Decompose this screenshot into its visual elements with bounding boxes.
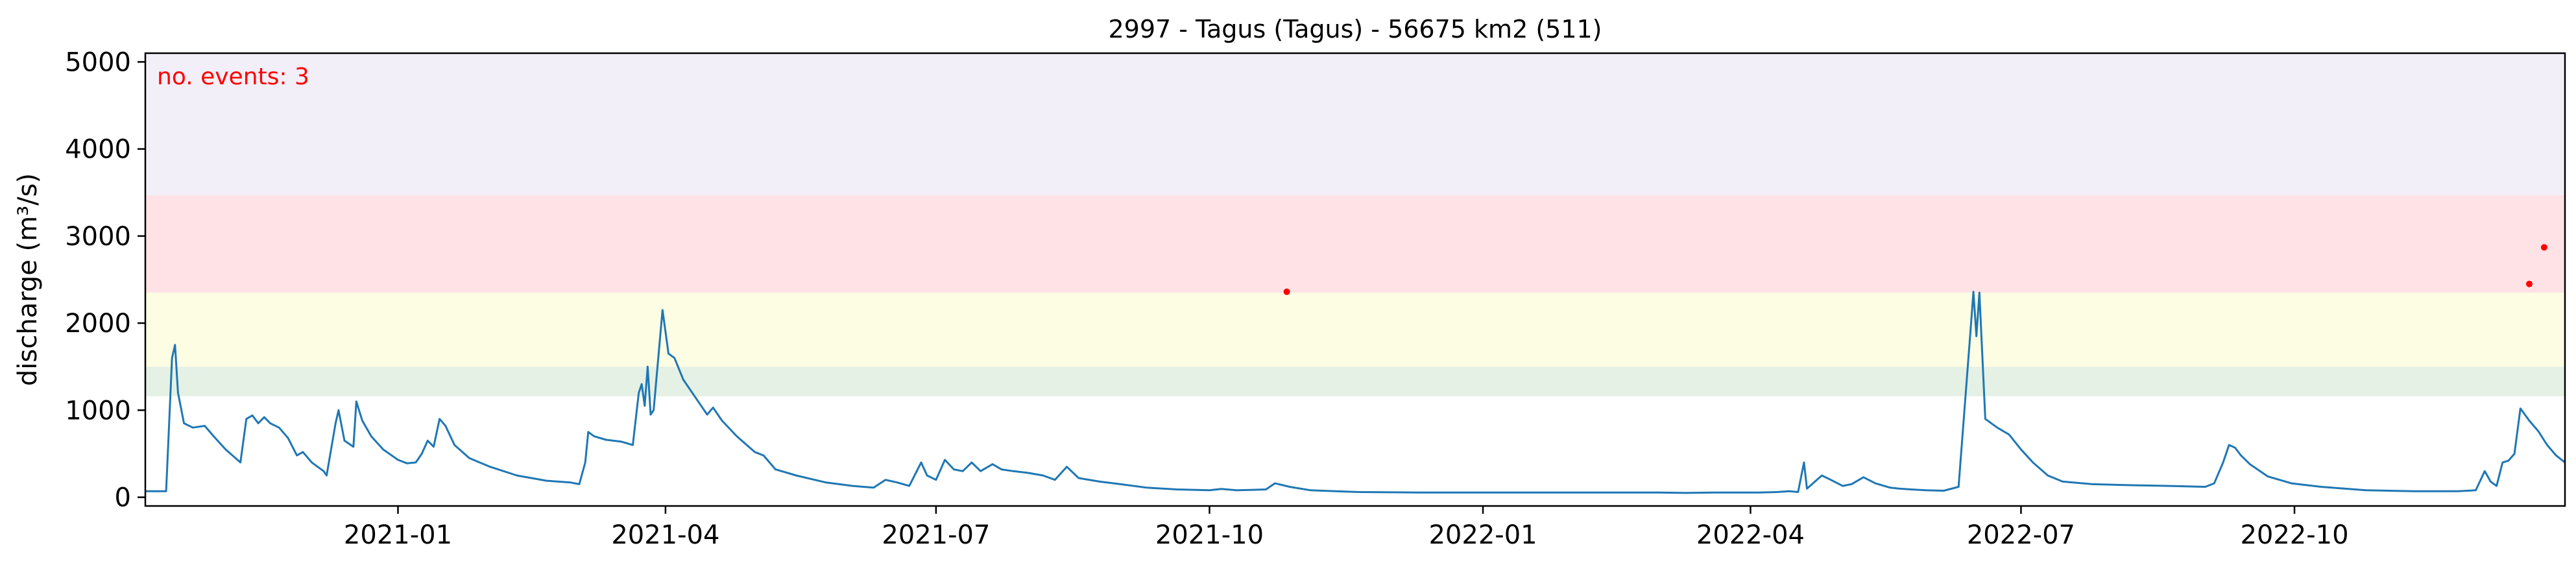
x-tick-label: 2021-10: [1155, 520, 1264, 550]
x-tick-label: 2022-10: [2240, 520, 2348, 550]
x-tick-label: 2022-04: [1696, 520, 1805, 550]
threshold-band-1: [145, 293, 2565, 367]
plot-frame: [144, 52, 2566, 507]
y-tick-label: 2000: [65, 309, 131, 339]
y-tick-label: 4000: [65, 135, 131, 165]
y-axis-label: discharge (m³/s): [13, 173, 43, 386]
event-markers: [1283, 244, 2547, 295]
threshold-band-2: [145, 195, 2565, 293]
x-tick-label: 2021-04: [611, 520, 719, 550]
y-tick-label: 0: [115, 483, 131, 513]
threshold-band-0: [145, 367, 2565, 396]
discharge-line: [145, 291, 2566, 494]
x-tick-label: 2022-01: [1428, 520, 1537, 550]
y-tick-label: 1000: [65, 396, 131, 426]
chart-title: 2997 - Tagus (Tagus) - 56675 km2 (511): [1108, 15, 1602, 43]
event-marker: [2526, 280, 2533, 287]
threshold-bands: [145, 53, 2565, 396]
x-tick-label: 2022-07: [1967, 520, 2075, 550]
event-marker: [2540, 244, 2547, 251]
event-marker: [1283, 288, 1290, 295]
threshold-band-3: [145, 53, 2565, 195]
x-axis: 2021-01 2021-04 2021-07 2021-10 2022-01 2022-…: [344, 506, 2349, 550]
y-tick-label: 5000: [65, 47, 131, 77]
event-count-annotation: no. events: 3: [157, 64, 309, 90]
x-tick-label: 2021-01: [344, 520, 452, 550]
x-tick-label: 2021-07: [882, 520, 990, 550]
y-tick-label: 3000: [65, 222, 131, 252]
y-axis: 0 1000 2000 3000 4000 5000: [65, 47, 145, 513]
